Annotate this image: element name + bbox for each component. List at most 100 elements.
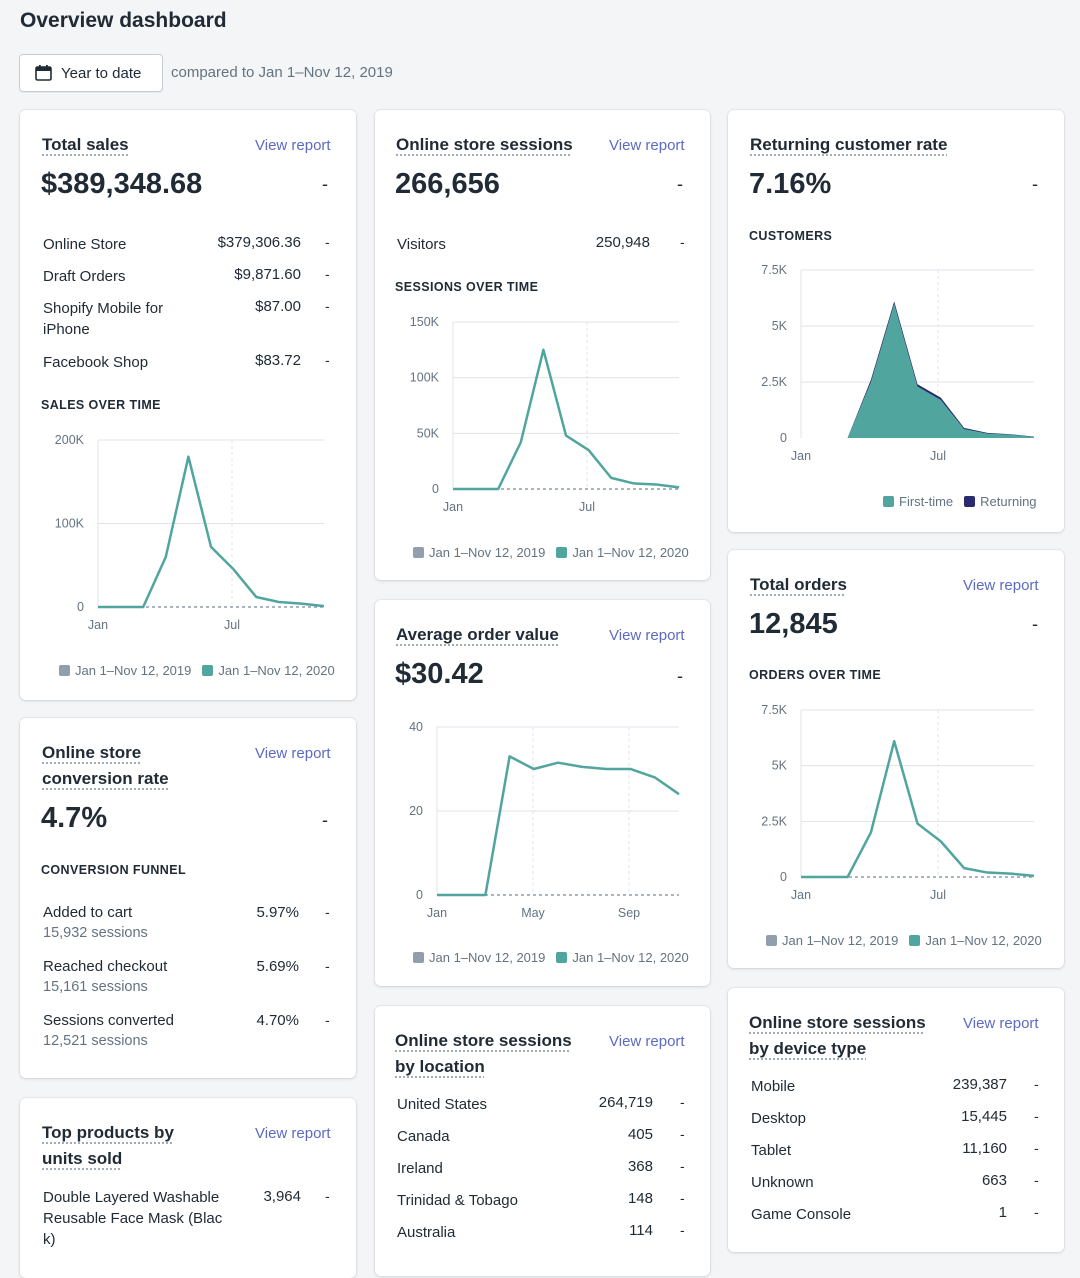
chart-legend: Jan 1–Nov 12, 2019 Jan 1–Nov 12, 2020 <box>413 950 689 965</box>
funnel-step-value: 4.70% <box>256 1012 299 1029</box>
funnel-step-value: 5.97% <box>256 904 299 921</box>
device-sessions: 1 <box>998 1204 1007 1221</box>
legend-label: Jan 1–Nov 12, 2019 <box>782 933 899 948</box>
list-item-label[interactable]: Draft Orders <box>43 268 126 285</box>
trend-dash: - <box>677 666 683 686</box>
list-item-value: $379,306.36 <box>217 234 301 251</box>
x-tick-label: Jul <box>930 449 946 463</box>
legend-swatch <box>883 496 894 507</box>
funnel-step-sessions: 12,521 sessions <box>43 1033 148 1049</box>
card-title[interactable]: Average order value <box>396 625 559 644</box>
legend-label: Jan 1–Nov 12, 2020 <box>925 933 1042 948</box>
view-report-link[interactable]: View report <box>255 137 331 154</box>
location-name[interactable]: United States <box>397 1096 488 1113</box>
trend-dash: - <box>680 1094 685 1110</box>
trend-dash: - <box>1034 1108 1039 1124</box>
y-tick-label: 50K <box>417 426 440 440</box>
view-report-link[interactable]: View report <box>609 627 685 644</box>
list-item-label[interactable]: Shopify Mobile for iPhone <box>43 300 164 338</box>
card-title[interactable]: Total sales <box>42 135 129 154</box>
device-sessions: 11,160 <box>962 1140 1007 1157</box>
view-report-link[interactable]: View report <box>609 1033 685 1050</box>
legend-label: Jan 1–Nov 12, 2019 <box>429 950 546 965</box>
trend-dash: - <box>325 904 330 920</box>
list-item-label[interactable]: Online Store <box>43 236 127 253</box>
view-report-link[interactable]: View report <box>963 577 1039 594</box>
legend-swatch <box>59 665 70 676</box>
orders-chart: 7.5K 5K 2.5K 0 Jan Jul <box>761 703 1035 902</box>
legend-swatch <box>556 547 568 558</box>
y-tick-label: 0 <box>780 431 787 445</box>
aov-card: Average order value View report $30.42 -… <box>375 600 710 986</box>
conversion-rate-card: Online store conversion rate View report… <box>20 718 356 1078</box>
view-report-link[interactable]: View report <box>255 745 331 762</box>
y-tick-label: 200K <box>55 433 85 447</box>
product-units: 3,964 <box>263 1188 301 1205</box>
legend-swatch <box>556 952 568 963</box>
x-tick-label: Jul <box>579 500 595 514</box>
trend-dash: - <box>322 174 328 194</box>
device-name[interactable]: Mobile <box>751 1078 796 1095</box>
device-name[interactable]: Game Console <box>751 1206 852 1223</box>
location-name[interactable]: Canada <box>397 1128 450 1145</box>
chart-title: CUSTOMERS <box>749 229 833 243</box>
sessions-by-location-card: Online store sessions by location View r… <box>375 1006 710 1276</box>
legend-swatch <box>964 496 976 507</box>
funnel-step-label: Sessions converted <box>43 1012 174 1029</box>
page-title: Overview dashboard <box>20 9 227 32</box>
funnel-step-label: Reached checkout <box>43 958 168 975</box>
trend-dash: - <box>1034 1076 1039 1092</box>
card-title[interactable]: Online store sessions <box>396 135 573 154</box>
product-name[interactable]: Double Layered Washable Reusable Face Ma… <box>43 1189 223 1248</box>
chart-title: SALES OVER TIME <box>41 398 161 412</box>
aov-chart: 40 20 0 Jan May Sep <box>409 720 680 920</box>
funnel-step-value: 5.69% <box>256 958 299 975</box>
x-tick-label: Jan <box>88 618 108 632</box>
x-tick-label: May <box>521 906 545 920</box>
legend-label: First-time <box>899 494 954 509</box>
card-title[interactable]: Top products by units sold <box>42 1123 174 1168</box>
series-line-current <box>453 348 680 491</box>
location-name[interactable]: Trinidad & Tobago <box>397 1192 518 1209</box>
list-item-value: $83.72 <box>255 352 301 369</box>
trend-dash: - <box>680 1126 685 1142</box>
device-name[interactable]: Tablet <box>751 1142 792 1159</box>
chart-title: SESSIONS OVER TIME <box>395 280 539 294</box>
legend-label: Jan 1–Nov 12, 2019 <box>429 545 546 560</box>
device-sessions: 15,445 <box>961 1108 1007 1125</box>
device-name[interactable]: Desktop <box>751 1110 807 1127</box>
y-tick-label: 100K <box>410 371 440 385</box>
view-report-link[interactable]: View report <box>609 137 685 154</box>
visitors-label[interactable]: Visitors <box>397 236 446 253</box>
card-title[interactable]: Returning customer rate <box>750 135 948 154</box>
card-title[interactable]: Online store sessions by device type <box>749 1013 926 1058</box>
trend-dash: - <box>325 298 330 314</box>
device-name[interactable]: Unknown <box>751 1174 814 1191</box>
card-title[interactable]: Total orders <box>750 575 847 594</box>
total-orders-card: Total orders View report 12,845 - ORDERS… <box>728 550 1064 968</box>
trend-dash: - <box>325 1012 330 1028</box>
total-sales-value: $389,348.68 <box>41 168 203 200</box>
series-line-current <box>98 455 325 609</box>
x-tick-label: Jan <box>427 906 447 920</box>
device-sessions: 239,387 <box>952 1076 1007 1093</box>
card-title[interactable]: Online store conversion rate <box>42 743 169 788</box>
trend-dash: - <box>322 810 328 830</box>
view-report-link[interactable]: View report <box>963 1015 1039 1032</box>
sessions-value: 266,656 <box>395 168 500 200</box>
top-products-card: Top products by units sold View report D… <box>20 1098 356 1278</box>
location-name[interactable]: Ireland <box>397 1160 443 1177</box>
card-title[interactable]: Online store sessions by location <box>395 1031 572 1076</box>
location-name[interactable]: Australia <box>397 1224 456 1241</box>
date-range-button[interactable]: Year to date <box>19 54 163 92</box>
funnel-step-sessions: 15,932 sessions <box>43 925 148 941</box>
trend-dash: - <box>1032 614 1038 634</box>
funnel-step: Reached checkout 15,161 sessions <box>43 956 167 998</box>
total-sales-card: Total sales View report $389,348.68 - On… <box>20 110 356 700</box>
view-report-link[interactable]: View report <box>255 1125 331 1142</box>
trend-dash: - <box>325 266 330 282</box>
list-item-label[interactable]: Facebook Shop <box>43 354 149 371</box>
sessions-card: Online store sessions View report 266,65… <box>375 110 710 580</box>
x-tick-label: Jan <box>791 888 811 902</box>
aov-value: $30.42 <box>395 658 484 690</box>
